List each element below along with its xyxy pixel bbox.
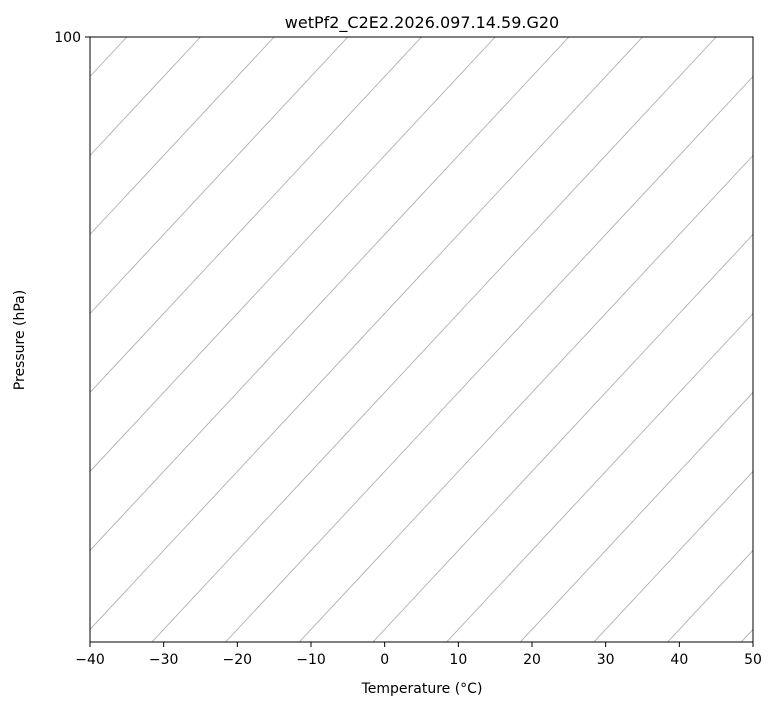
x-tick-label: 30 — [597, 652, 615, 668]
isotherm-line — [90, 37, 349, 315]
isotherm-line — [90, 37, 422, 394]
x-tick-label: 20 — [523, 652, 541, 668]
chart-title: wetPf2_C2E2.2026.097.14.59.G20 — [285, 13, 559, 33]
y-axis-label: Pressure (hPa) — [12, 290, 28, 390]
plot-area: -100-90-80-70-60-50-40-30-20-10010203040… — [90, 37, 753, 642]
isotherm-line — [90, 37, 570, 552]
x-tick-label: −40 — [75, 652, 105, 668]
isotherm-line — [90, 37, 275, 236]
x-tick-label: −20 — [223, 652, 253, 668]
isotherm-line — [298, 154, 753, 642]
y-axis-ticks: 1002003004005006007008009001000 — [54, 30, 90, 46]
x-tick-label: −10 — [296, 652, 326, 668]
isotherm-line — [90, 37, 496, 473]
isotherm-line — [372, 233, 753, 642]
isotherm-line — [90, 37, 643, 631]
x-tick-label: 10 — [449, 652, 467, 668]
x-axis-label: Temperature (°C) — [361, 681, 483, 697]
x-axis-ticks: −40 −30 −20 −10 0 10 20 30 40 50 — [75, 642, 762, 668]
isotherm-line — [151, 37, 717, 642]
isotherm-line — [446, 312, 753, 642]
x-tick-label: 0 — [380, 652, 389, 668]
isotherm-lines — [90, 37, 753, 642]
y-tick-label: 100 — [54, 30, 81, 46]
x-tick-label: −30 — [149, 652, 179, 668]
isotherm-line — [90, 37, 201, 157]
isotherm-line — [519, 391, 753, 642]
isotherm-line — [225, 75, 753, 642]
plot-frame — [89, 36, 754, 643]
isotherm-line — [593, 470, 753, 642]
x-tick-label: 40 — [670, 652, 688, 668]
x-tick-label: 50 — [744, 652, 762, 668]
